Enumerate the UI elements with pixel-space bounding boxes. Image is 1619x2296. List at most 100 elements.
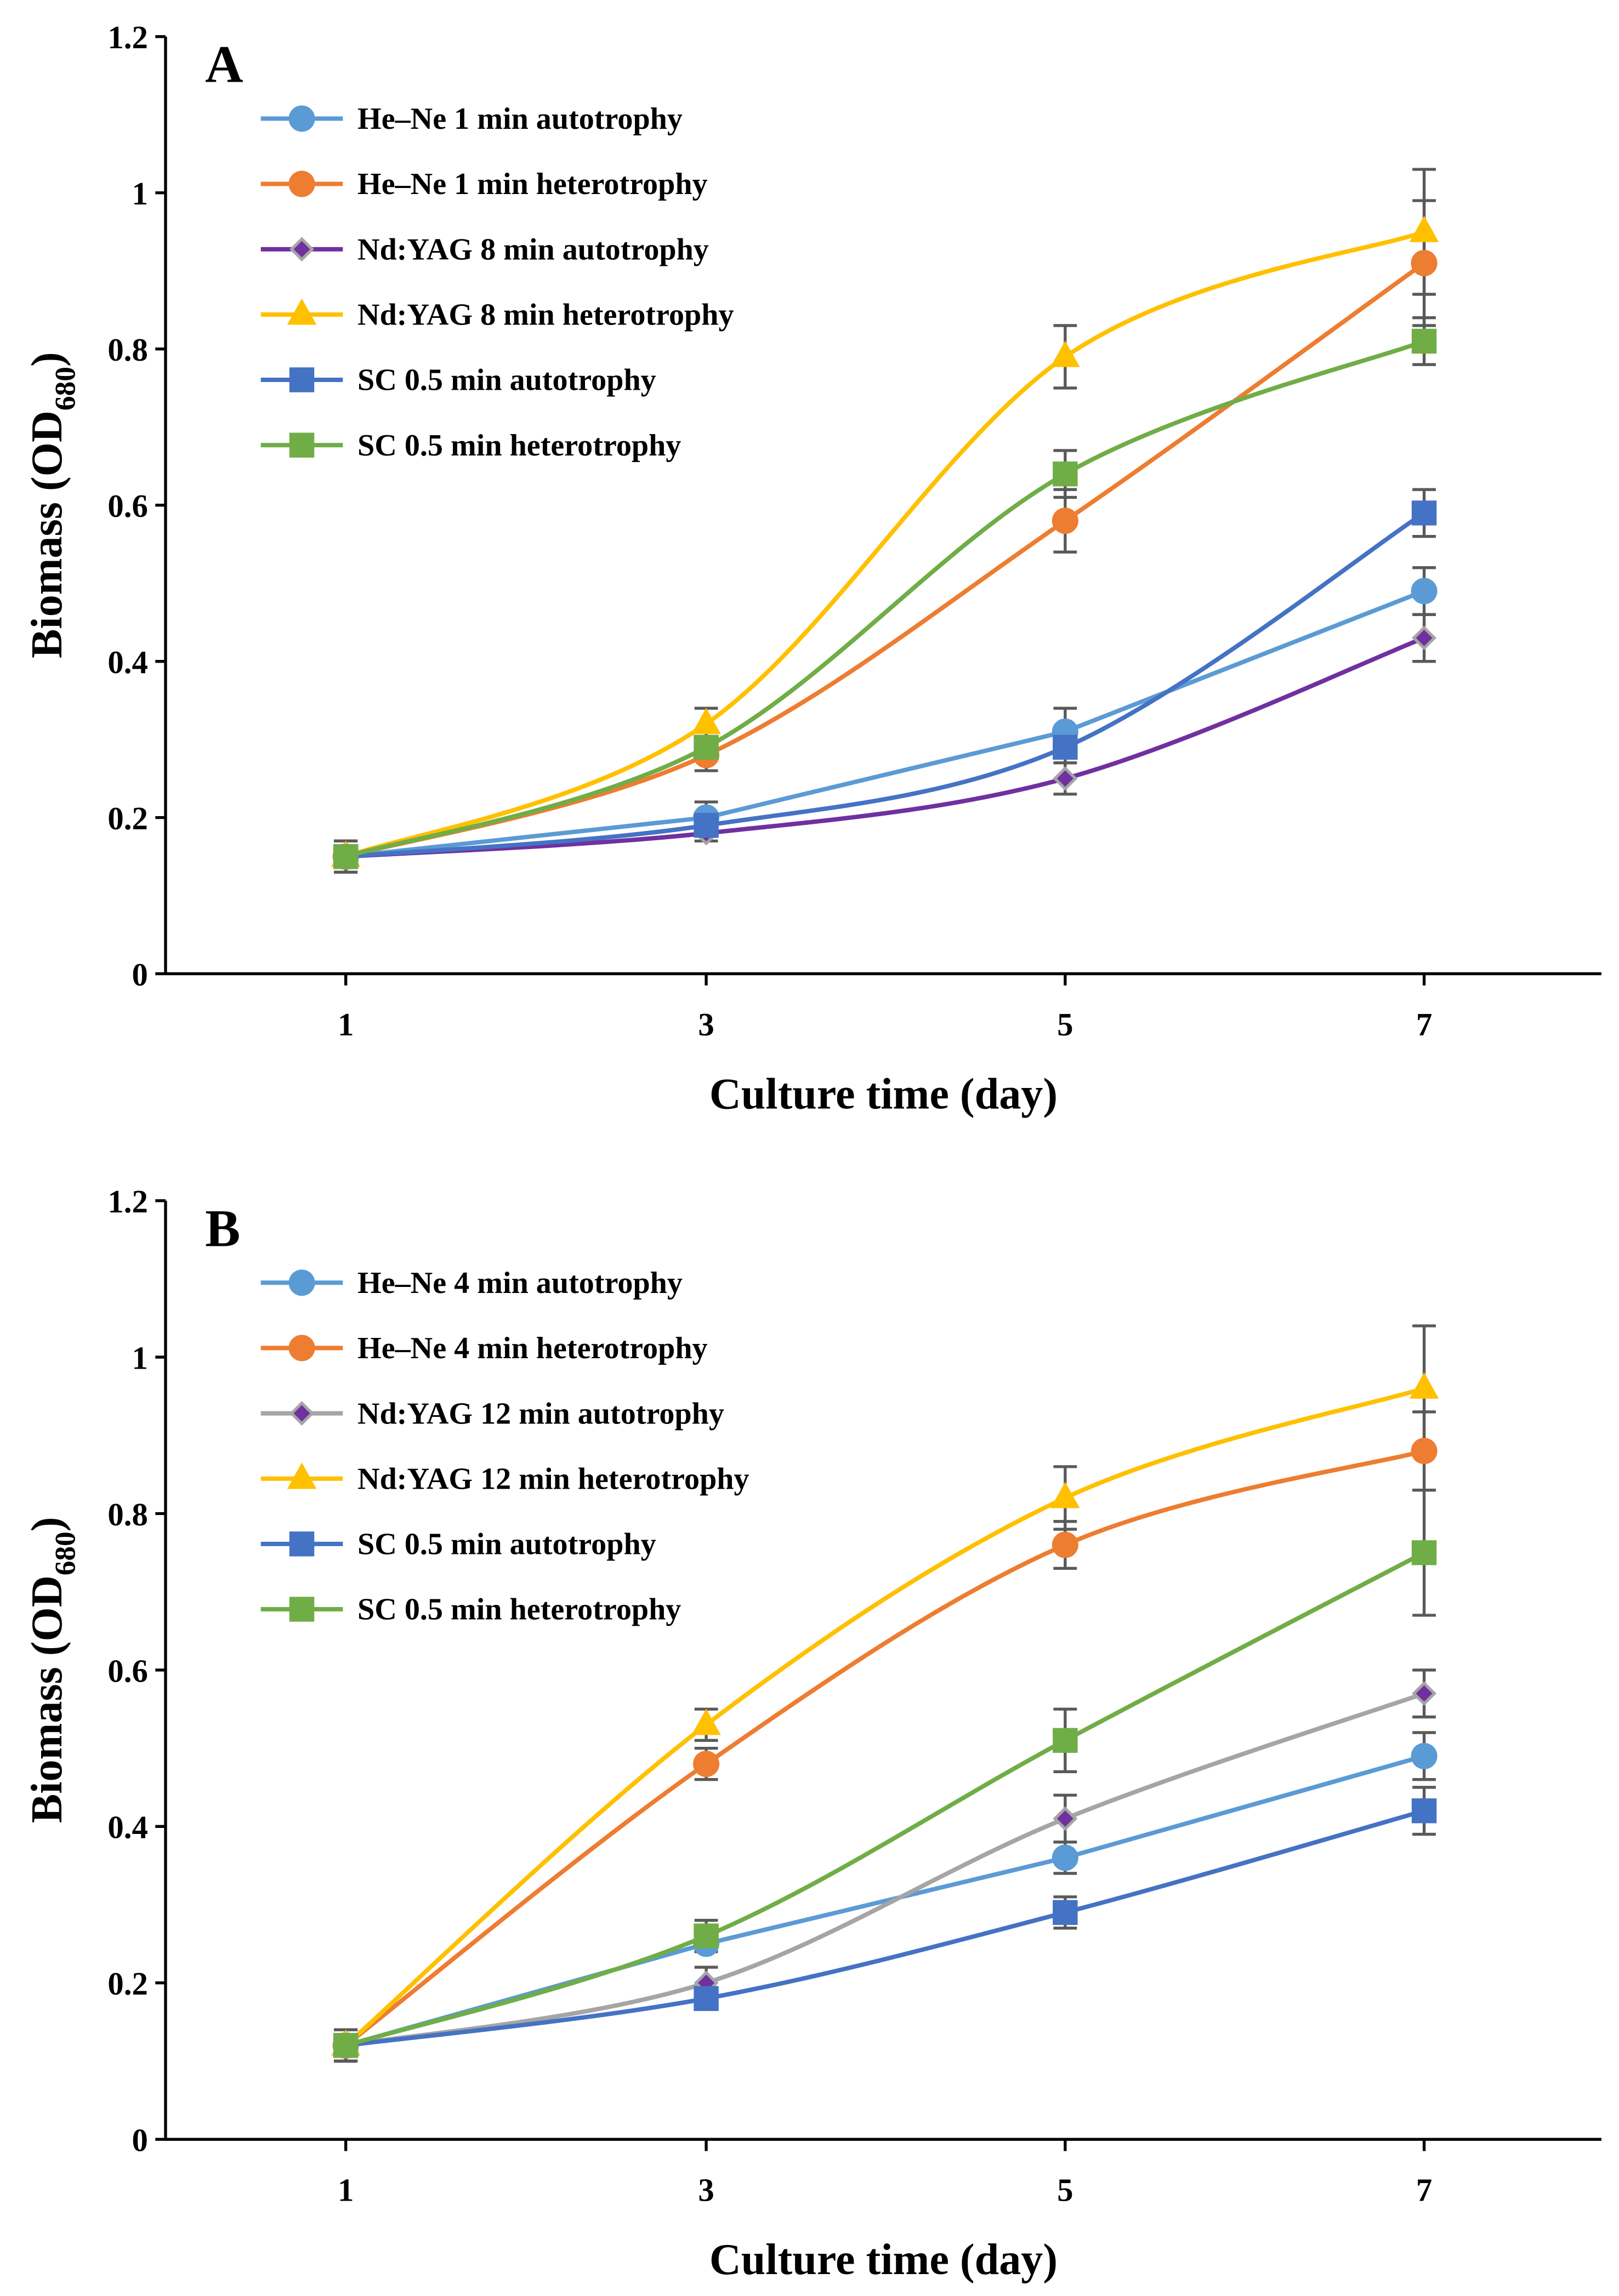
data-point <box>1052 508 1078 534</box>
legend-marker <box>287 298 317 325</box>
legend-label: He–Ne 4 min autotrophy <box>357 1266 683 1300</box>
legend-label: Nd:YAG 8 min autotrophy <box>357 232 709 266</box>
series-2 <box>333 1681 1437 2058</box>
x-tick-label: 1 <box>338 2172 354 2208</box>
series-line <box>345 1551 1425 2048</box>
series-4 <box>333 1798 1437 2058</box>
y-tick-label: 0.4 <box>107 645 147 680</box>
data-point <box>1052 1844 1078 1871</box>
data-point <box>1053 766 1078 791</box>
panel-a: 0 0.2 0.4 0.6 0.8 1 1.2 1 3 5 7 Culture time (day) B… <box>23 20 1601 1118</box>
series-0 <box>332 1742 1438 2059</box>
y-tick-label: 1 <box>132 176 148 212</box>
series-3 <box>331 215 1439 867</box>
data-point <box>1411 578 1438 605</box>
legend-item: SC 0.5 min autotrophy <box>260 1528 656 1562</box>
data-point <box>1050 1482 1080 1508</box>
legend-marker <box>287 1462 317 1489</box>
data-point <box>1411 1438 1438 1465</box>
series-5 <box>333 328 1437 869</box>
legend-label: He–Ne 1 min autotrophy <box>357 102 683 136</box>
legend-marker <box>289 367 315 392</box>
data-point <box>1053 1728 1078 1753</box>
y-tick-label: 0.4 <box>107 1810 147 1845</box>
data-point <box>693 1751 720 1777</box>
legend-marker <box>289 237 315 262</box>
legend-item: He–Ne 1 min heterotrophy <box>260 167 708 201</box>
series-line <box>345 589 1425 859</box>
legend-label: SC 0.5 min autotrophy <box>357 363 656 397</box>
y-tick-label: 0.8 <box>107 332 147 368</box>
series-line <box>345 339 1425 859</box>
legend-item: SC 0.5 min heterotrophy <box>260 429 681 463</box>
legend-label: SC 0.5 min autotrophy <box>357 1528 656 1562</box>
data-point <box>1050 340 1080 367</box>
legend-label: Nd:YAG 12 min autotrophy <box>357 1397 724 1431</box>
x-tick-label: 1 <box>338 1007 354 1042</box>
legend-marker <box>288 170 315 197</box>
y-axis-title-main: Biomass (OD <box>23 411 71 658</box>
panel-b: 0 0.2 0.4 0.6 0.8 1 1.2 1 3 5 7 Culture time (day) B… <box>23 1184 1601 2284</box>
legend-marker <box>289 1401 315 1426</box>
y-tick-label: 0.8 <box>107 1497 147 1532</box>
legend-label: SC 0.5 min heterotrophy <box>357 1593 681 1627</box>
y-axis-title-sub: 680 <box>48 1531 81 1575</box>
data-point <box>1053 1806 1078 1831</box>
y-tick-label: 0 <box>132 2123 148 2158</box>
panel-label: A <box>205 35 243 94</box>
series-line <box>345 230 1425 859</box>
legend-item: Nd:YAG 12 min autotrophy <box>260 1397 724 1431</box>
data-point <box>1409 1372 1439 1399</box>
series-4 <box>333 500 1437 869</box>
series-line <box>345 261 1425 859</box>
y-axis-title-end: ) <box>23 1517 71 1532</box>
data-point <box>1411 328 1437 354</box>
y-tick-label: 0.6 <box>107 1653 147 1689</box>
y-tick-label: 0.2 <box>107 1966 147 2002</box>
legend-marker <box>288 1269 315 1296</box>
data-point <box>1411 249 1438 277</box>
data-point <box>333 2033 359 2058</box>
x-axis-title: Culture time (day) <box>709 1070 1058 1118</box>
data-point <box>1412 625 1437 651</box>
legend-item: He–Ne 4 min autotrophy <box>260 1266 683 1300</box>
series-2 <box>333 625 1437 869</box>
panel-label: B <box>205 1199 240 1258</box>
legend-marker <box>288 105 315 132</box>
y-axis-title-main: Biomass (OD <box>23 1575 71 1823</box>
data-point <box>691 1708 721 1735</box>
y-axis-title-sub: 680 <box>48 367 81 411</box>
x-axis-title: Culture time (day) <box>709 2236 1058 2284</box>
legend-marker <box>289 432 315 458</box>
series-line <box>345 1691 1425 2048</box>
x-tick-label: 7 <box>1416 1007 1432 1042</box>
legend-label: SC 0.5 min heterotrophy <box>357 429 681 463</box>
data-point <box>1412 1681 1437 1706</box>
y-tick-label: 0.2 <box>107 801 147 836</box>
data-point <box>691 708 721 734</box>
legend-item: Nd:YAG 8 min autotrophy <box>260 232 709 266</box>
legend-item: Nd:YAG 8 min heterotrophy <box>260 298 734 332</box>
data-point <box>1053 1900 1078 1925</box>
y-axis-title: Biomass (OD680) <box>23 352 81 658</box>
data-point <box>1053 461 1078 487</box>
data-point <box>1411 1540 1437 1565</box>
series-5 <box>333 1540 1437 2058</box>
legend-marker <box>289 1597 315 1622</box>
x-tick-label: 3 <box>698 1007 714 1042</box>
data-point <box>1411 1798 1437 1824</box>
legend-label: Nd:YAG 12 min heterotrophy <box>357 1462 749 1496</box>
legend-item: He–Ne 4 min heterotrophy <box>260 1331 708 1365</box>
data-point <box>1053 734 1078 760</box>
legend-marker <box>288 1335 315 1361</box>
data-point <box>694 813 719 838</box>
series-line <box>345 1808 1425 2048</box>
legend-item: SC 0.5 min heterotrophy <box>260 1593 681 1627</box>
x-tick-label: 5 <box>1057 2172 1073 2208</box>
series-line <box>345 511 1425 859</box>
data-point <box>1411 1742 1438 1769</box>
y-tick-label: 1 <box>132 1340 148 1376</box>
legend-item: He–Ne 1 min autotrophy <box>260 102 683 136</box>
data-point <box>694 1923 719 1949</box>
